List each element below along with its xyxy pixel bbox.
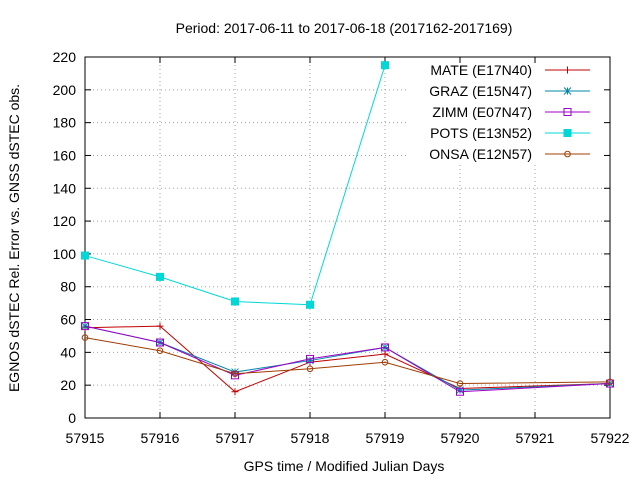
data-point [156,272,164,281]
y-ticks: 0 20 40 60 80 100 120 140 160 180 200 220 [53,49,610,426]
series-layer [81,61,614,396]
x-tick-label: 57920 [441,430,480,446]
data-point [563,108,572,116]
data-point [306,365,314,373]
data-point [156,347,164,355]
data-point [81,334,89,341]
data-point [81,322,89,331]
data-point [156,322,164,330]
y-tick-label: 200 [53,82,77,98]
data-point [456,387,464,396]
data-point [381,350,389,358]
legend-entry: POTS (E13N52) [430,125,590,141]
plot-frame [84,56,611,419]
data-point [231,371,239,380]
data-point [81,322,89,330]
data-point [306,300,314,309]
legend-label: ZIMM (E07N47) [432,104,532,120]
series-4 [81,334,614,387]
legend-label: ONSA (E12N57) [429,146,532,162]
y-tick-label: 20 [60,377,76,393]
y-tick-label: 80 [60,279,76,295]
x-axis-label: GPS time / Modified Julian Days [244,458,445,474]
x-tick-label: 57921 [516,430,555,446]
legend: MATE (E17N40) GRAZ (E15N47) ZIMM (E07N47) P… [429,62,590,162]
data-point [231,388,239,396]
data-point [456,380,464,387]
data-point [564,66,571,74]
y-tick-label: 100 [53,246,77,262]
y-tick-label: 140 [53,180,77,196]
data-point [156,338,164,347]
legend-entry: GRAZ (E15N47) [429,83,590,99]
data-point [381,343,389,352]
y-tick-label: 0 [68,410,76,426]
x-tick-label: 57915 [66,430,105,446]
series-0 [81,322,614,396]
series-2 [81,322,614,396]
data-point [606,379,614,388]
data-point [81,251,89,260]
y-tick-label: 160 [53,147,77,163]
x-tick-label: 57917 [216,430,255,446]
data-point [306,356,314,365]
legend-label: POTS (E13N52) [430,125,532,141]
y-tick-label: 60 [60,312,76,328]
data-point [563,87,572,95]
x-ticks: 57915 57916 57917 57918 57919 57920 57921 57922 [66,57,630,446]
y-tick-label: 220 [53,49,77,65]
data-point [306,354,314,363]
data-point [381,61,389,70]
legend-entry: ONSA (E12N57) [429,146,590,162]
y-tick-label: 120 [53,213,77,229]
series-3 [81,61,389,309]
series-line [84,325,611,393]
data-point [231,297,239,306]
data-point [564,150,571,158]
axes [84,56,611,419]
legend-entry: MATE (E17N40) [430,62,590,78]
legend-label: MATE (E17N40) [430,62,532,78]
chart-title: Period: 2017-06-11 to 2017-06-18 (201716… [176,20,513,36]
data-point [606,378,614,386]
x-tick-label: 57919 [366,430,405,446]
y-tick-label: 180 [53,115,77,131]
legend-label: GRAZ (E15N47) [429,83,532,99]
data-point [563,129,572,137]
x-tick-label: 57916 [141,430,180,446]
data-point [381,358,389,366]
y-axis-label: EGNOS dSTEC Rel. Error vs. GNSS dSTEC ob… [6,84,22,392]
legend-entry: ZIMM (E07N47) [432,104,590,120]
series-line [84,337,611,385]
data-point [456,386,464,394]
series-line [84,325,611,393]
data-point [231,370,239,377]
x-tick-label: 57918 [291,430,330,446]
y-tick-label: 40 [60,344,76,360]
x-tick-label: 57922 [591,430,630,446]
